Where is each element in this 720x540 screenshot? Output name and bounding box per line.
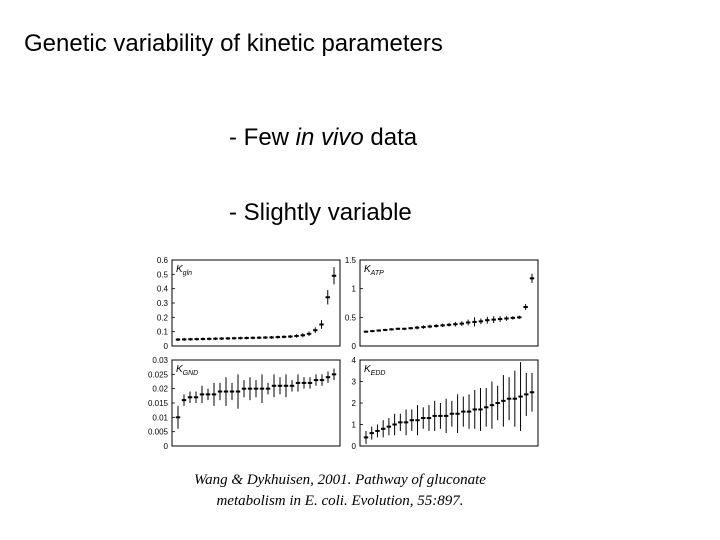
- y-tick-label: 0.025: [148, 370, 169, 379]
- y-tick-label: 2: [352, 399, 357, 408]
- y-tick-label: 3: [352, 378, 357, 387]
- y-tick-label: 0.03: [152, 356, 168, 365]
- y-tick-label: 1: [352, 421, 357, 430]
- y-tick-label: 0.6: [157, 256, 169, 265]
- y-tick-label: 1: [352, 285, 357, 294]
- panel-frame-gln: [171, 259, 341, 347]
- y-tick-label: 0.015: [148, 399, 169, 408]
- panel-label-main: K: [364, 264, 372, 275]
- bullet-few-in-vivo: - Few in vivo data: [229, 124, 417, 152]
- y-tick-label: 0.01: [152, 413, 168, 422]
- panel-label-main: K: [176, 364, 184, 375]
- y-tick-label: 1.5: [345, 256, 357, 265]
- citation: Wang & Dykhuisen, 2001. Pathway of gluco…: [140, 470, 540, 512]
- panel-label-sub: gln: [183, 270, 192, 277]
- y-tick-label: 0.5: [157, 270, 169, 279]
- y-tick-label: 0.005: [148, 428, 169, 437]
- kinetic-parameters-figure: 00.10.20.30.40.50.6Kgln00.511.5KATP00.00…: [148, 256, 539, 451]
- panel-label-main: K: [364, 364, 372, 375]
- bullet-suffix: data: [363, 124, 418, 151]
- y-tick-label: 0: [352, 442, 357, 451]
- y-tick-label: 0.02: [152, 385, 168, 394]
- y-tick-label: 0: [164, 442, 169, 451]
- bullet-emphasis: in vivo: [295, 124, 364, 151]
- panel-frame-edd: [359, 359, 539, 447]
- y-tick-label: 0.1: [157, 328, 169, 337]
- y-tick-label: 0.3: [157, 299, 169, 308]
- slide-title: Genetic variability of kinetic parameter…: [24, 30, 443, 57]
- panel-label-atp: KATP: [364, 264, 384, 277]
- panel-label-edd: KEDD: [364, 364, 385, 377]
- panel-label-sub: GND: [183, 370, 199, 377]
- y-tick-label: 0.5: [345, 313, 357, 322]
- bullet-prefix: - Few: [229, 124, 296, 151]
- panel-frame-atp: [359, 259, 539, 347]
- citation-line-1: Wang & Dykhuisen, 2001. Pathway of gluco…: [194, 472, 486, 488]
- panel-label-gln: Kgln: [176, 264, 192, 277]
- y-tick-label: 0: [352, 342, 357, 351]
- panel-label-sub: ATP: [370, 270, 384, 277]
- panel-label-sub: EDD: [371, 370, 386, 377]
- bullet-slightly-variable: - Slightly variable: [229, 199, 412, 226]
- y-tick-label: 0.4: [157, 285, 169, 294]
- y-tick-label: 4: [352, 356, 357, 365]
- y-tick-label: 0: [164, 342, 169, 351]
- y-tick-label: 0.2: [157, 313, 169, 322]
- panel-label-gnd: KGND: [176, 364, 198, 377]
- citation-line-2: metabolism in E. coli. Evolution, 55:897…: [216, 493, 464, 509]
- panel-label-main: K: [176, 264, 184, 275]
